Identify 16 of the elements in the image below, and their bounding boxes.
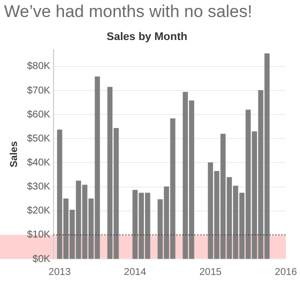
y-tick-label: $70K bbox=[26, 85, 51, 96]
x-tick-label: 2014 bbox=[124, 266, 147, 278]
chart-subtitle: Sales by Month bbox=[106, 31, 188, 44]
y-tick-label: $20K bbox=[26, 206, 51, 217]
y-tick-label: $60K bbox=[26, 109, 51, 120]
y-tick-label: $30K bbox=[26, 182, 51, 193]
y-tick-label: $0K bbox=[32, 254, 51, 265]
x-tick-label: 2015 bbox=[199, 266, 222, 278]
y-axis-title: Sales bbox=[8, 140, 20, 168]
y-tick-label: $80K bbox=[26, 61, 51, 72]
y-tick-label: $50K bbox=[26, 133, 51, 144]
x-tick-label: 2013 bbox=[48, 266, 72, 278]
y-tick-label: $40K bbox=[26, 157, 51, 168]
x-tick-label: 2016 bbox=[274, 266, 298, 278]
chart-title: We’ve had months with no sales! bbox=[4, 2, 252, 21]
y-tick-label: $10K bbox=[26, 230, 51, 241]
